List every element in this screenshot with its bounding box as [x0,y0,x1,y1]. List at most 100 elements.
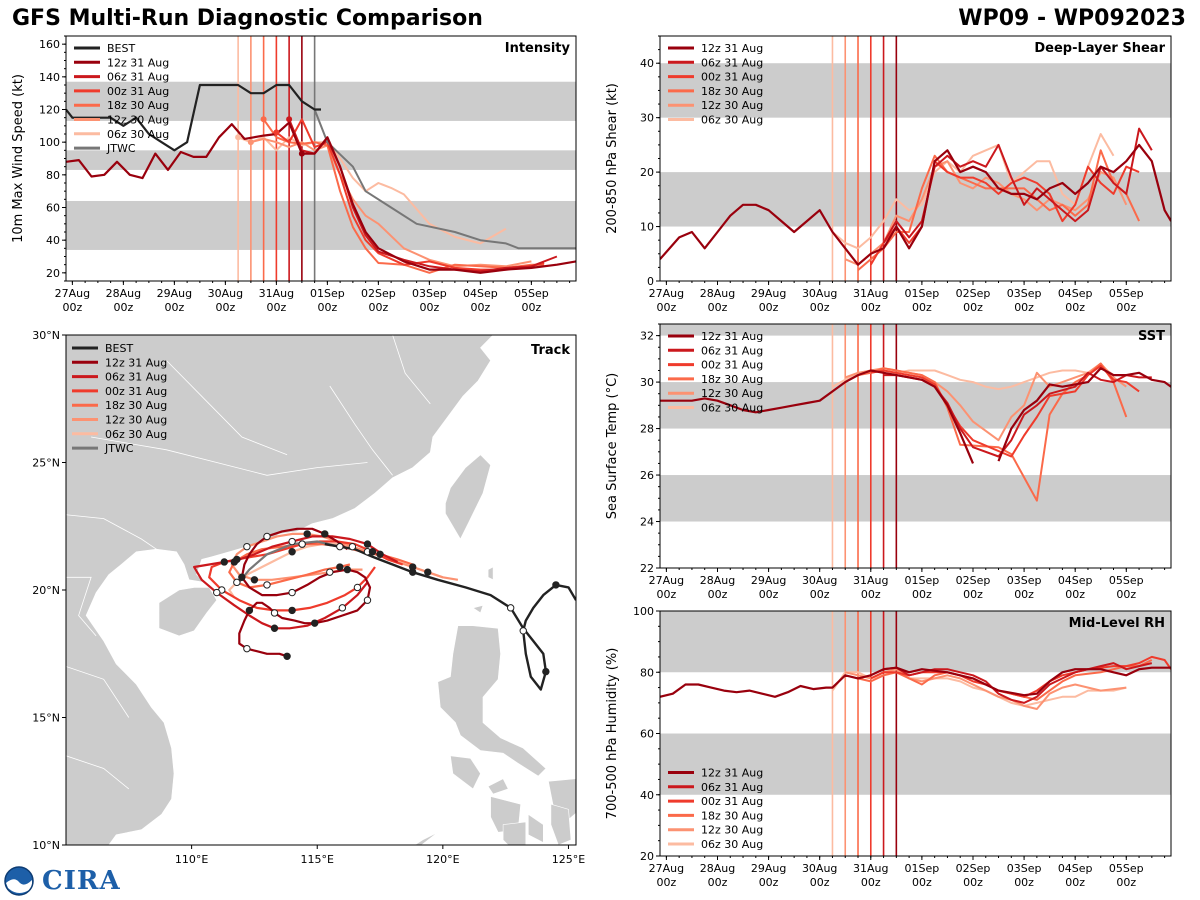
track-marker [303,530,311,538]
x-tick-day: 28Aug [700,287,735,300]
track-marker [326,568,334,576]
track-marker [336,542,344,551]
x-tick-hour: 00z [912,301,932,314]
x-tick-day: 02Sep [956,862,991,875]
track-marker [506,604,515,612]
track-marker [243,644,251,653]
track-marker [338,604,347,612]
legend-label: 06z 31 Aug [107,71,169,84]
series-group [660,362,1171,502]
x-tick-day: 28Aug [700,862,735,875]
legend-label: BEST [105,342,133,355]
y-tick-label: 60 [46,202,60,215]
legend-label: JTWC [104,442,134,455]
figure-title: GFS Multi-Run Diagnostic Comparison [12,6,483,31]
legend-label: 18z 30 Aug [701,373,763,386]
y-tick-label: 20 [46,267,60,280]
noaa-logo-icon [4,866,34,896]
init-marker [247,139,254,146]
reference-band [660,324,1171,336]
x-tick-day: 03Sep [412,287,447,300]
panel-rh: 2040608010027Aug00z28Aug00z29Aug00z30Aug… [605,605,1172,889]
series-group [660,127,1171,271]
x-tick-hour: 00z [164,301,184,314]
legend-label: 18z 30 Aug [105,399,167,412]
x-tick-hour: 00z [861,876,881,889]
x-tick-day: 31Aug [853,287,888,300]
track-line [238,527,372,658]
y-tick-label: 60 [640,728,654,741]
series-line [844,160,1128,266]
x-tick-day: 05Sep [514,287,549,300]
y-tick-label: 140 [39,71,60,84]
y-tick-label: 80 [46,169,60,182]
reference-band [66,150,576,170]
legend-label: 12z 30 Aug [107,114,169,127]
x-tick-day: 29Aug [157,287,192,300]
land-hainan [158,587,218,637]
x-tick-day: 04Sep [1058,862,1093,875]
track-marker [363,596,372,604]
y-tick-label: 15°N [32,712,60,725]
legend-label: 12z 31 Aug [701,42,763,55]
x-tick-day: 01Sep [905,287,940,300]
track-marker [250,576,259,584]
y-axis-label: 700-500 hPa Humidity (%) [605,648,620,820]
panel-title: SST [1138,329,1165,344]
x-tick-label: 120°E [426,853,459,866]
x-tick-day: 27Aug [649,862,684,875]
x-tick-hour: 00z [708,588,728,601]
x-tick-day: 31Aug [259,287,294,300]
init-marker [286,116,293,123]
reference-band [66,81,576,121]
track-marker [238,573,246,581]
cira-logo: CIRA [4,866,121,896]
y-tick-label: 40 [46,234,60,247]
y-tick-label: 30°N [32,329,60,342]
legend-label: 12z 31 Aug [105,356,167,369]
x-tick-day: 01Sep [905,574,940,587]
track-marker [348,542,357,551]
track-marker [519,627,527,635]
province-border [66,514,157,550]
province-border [66,666,130,718]
x-tick-hour: 00z [656,301,676,314]
panel-title: Intensity [505,41,571,56]
x-tick-hour: 00z [708,876,728,889]
land-babuyan [472,604,484,614]
legend-label: 12z 30 Aug [701,387,763,400]
x-tick-hour: 00z [62,301,82,314]
land-palawan [414,832,438,845]
x-tick-day: 05Sep [1109,287,1144,300]
panel-intensity: 2040608010012014016027Aug00z28Aug00z29Au… [11,35,577,314]
track-marker [288,537,296,546]
x-tick-hour: 00z [656,588,676,601]
x-tick-hour: 00z [215,301,235,314]
series-line [660,666,1171,698]
y-tick-label: 20 [640,850,654,863]
panel-title: Mid-Level RH [1069,616,1165,631]
track-line [235,540,341,586]
y-tick-label: 32 [640,330,654,343]
panel-shear: 01020304027Aug00z28Aug00z29Aug00z30Aug00… [605,35,1172,314]
province-border [66,576,97,637]
y-tick-label: 40 [640,789,654,802]
x-tick-hour: 00z [759,301,779,314]
track-marker [368,548,377,556]
land-negros [502,821,527,845]
y-tick-label: 80 [640,666,654,679]
x-tick-hour: 00z [912,876,932,889]
x-tick-day: 29Aug [751,574,786,587]
reference-band [660,382,1171,429]
x-tick-day: 02Sep [956,287,991,300]
x-tick-day: 28Aug [700,574,735,587]
x-tick-label: 115°E [301,853,334,866]
x-tick-hour: 00z [656,876,676,889]
y-tick-label: 0 [647,275,654,288]
track-marker [220,558,228,566]
y-tick-label: 26 [640,469,654,482]
series-line [66,121,576,274]
y-tick-label: 10°N [32,839,60,852]
track-marker [298,540,306,548]
panel-sst: 22242628303227Aug00z28Aug00z29Aug00z30Au… [605,323,1172,601]
